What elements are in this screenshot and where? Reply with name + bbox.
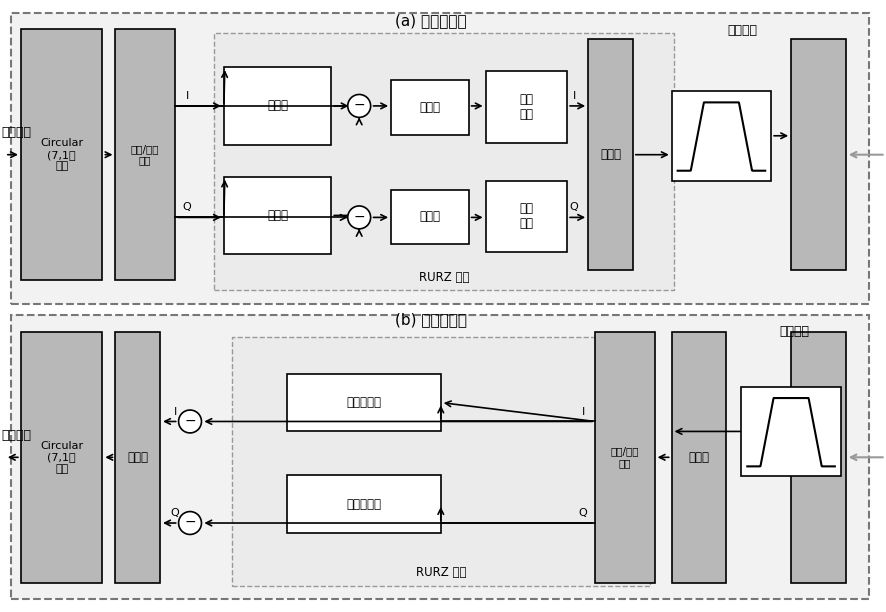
Circle shape — [178, 512, 201, 534]
Text: I: I — [174, 406, 176, 417]
Text: Q: Q — [183, 203, 191, 212]
Text: 直流
偏置: 直流 偏置 — [519, 93, 532, 121]
Text: Circular
(7,1）
调制: Circular (7,1） 调制 — [40, 138, 83, 171]
FancyBboxPatch shape — [214, 33, 672, 290]
FancyBboxPatch shape — [11, 13, 867, 304]
Text: 同相/正交
分离: 同相/正交 分离 — [610, 447, 639, 468]
FancyBboxPatch shape — [231, 337, 649, 586]
Text: Q: Q — [569, 203, 578, 212]
Text: 数据输入: 数据输入 — [1, 126, 31, 140]
FancyBboxPatch shape — [587, 39, 632, 270]
Text: 最大值: 最大值 — [267, 99, 288, 113]
Circle shape — [178, 410, 201, 433]
Text: −: − — [184, 515, 196, 529]
Text: 归零码: 归零码 — [419, 101, 439, 114]
FancyBboxPatch shape — [286, 476, 440, 533]
FancyBboxPatch shape — [485, 71, 566, 143]
Text: 直流
偏置: 直流 偏置 — [519, 203, 532, 230]
FancyBboxPatch shape — [391, 190, 468, 244]
Text: 归零码: 归零码 — [419, 211, 439, 223]
Text: 复数化: 复数化 — [127, 451, 148, 464]
FancyBboxPatch shape — [671, 332, 726, 583]
FancyBboxPatch shape — [595, 332, 654, 583]
Text: 偏移量估计: 偏移量估计 — [346, 396, 381, 409]
FancyBboxPatch shape — [115, 332, 160, 583]
FancyBboxPatch shape — [790, 39, 845, 270]
FancyBboxPatch shape — [21, 29, 103, 280]
Text: 下采样: 下采样 — [688, 451, 709, 464]
Text: 偏移量估计: 偏移量估计 — [346, 498, 381, 510]
Text: −: − — [353, 98, 365, 112]
Circle shape — [347, 94, 370, 118]
FancyBboxPatch shape — [485, 181, 566, 252]
Text: Q: Q — [170, 508, 179, 518]
FancyBboxPatch shape — [223, 67, 331, 144]
Circle shape — [347, 206, 370, 229]
Text: RURZ 解码: RURZ 解码 — [415, 566, 465, 580]
FancyBboxPatch shape — [223, 177, 331, 254]
FancyBboxPatch shape — [11, 315, 867, 599]
Text: (b) 解码和解调: (b) 解码和解调 — [394, 313, 466, 327]
Text: 匹配滤波: 匹配滤波 — [778, 326, 808, 338]
FancyBboxPatch shape — [790, 332, 845, 583]
Text: −: − — [353, 209, 365, 223]
Text: I: I — [185, 91, 189, 101]
FancyBboxPatch shape — [115, 29, 175, 280]
Text: (a) 调制和编码: (a) 调制和编码 — [394, 13, 466, 28]
Text: RURZ 编码: RURZ 编码 — [418, 271, 469, 283]
Text: I: I — [581, 406, 584, 417]
Text: 脉冲成型: 脉冲成型 — [727, 24, 757, 37]
Text: 同相/正交
分离: 同相/正交 分离 — [131, 144, 159, 165]
FancyBboxPatch shape — [21, 332, 103, 583]
Text: Q: Q — [578, 508, 587, 518]
Text: 最大值: 最大值 — [267, 209, 288, 222]
FancyBboxPatch shape — [671, 91, 770, 181]
FancyBboxPatch shape — [286, 374, 440, 431]
Text: Circular
(7,1）
解调: Circular (7,1） 解调 — [40, 441, 83, 474]
FancyBboxPatch shape — [391, 80, 468, 135]
Text: −: − — [184, 414, 196, 427]
FancyBboxPatch shape — [741, 387, 840, 476]
Text: 复数化: 复数化 — [599, 148, 620, 161]
Text: 数据输出: 数据输出 — [1, 429, 31, 442]
Text: I: I — [571, 91, 575, 101]
